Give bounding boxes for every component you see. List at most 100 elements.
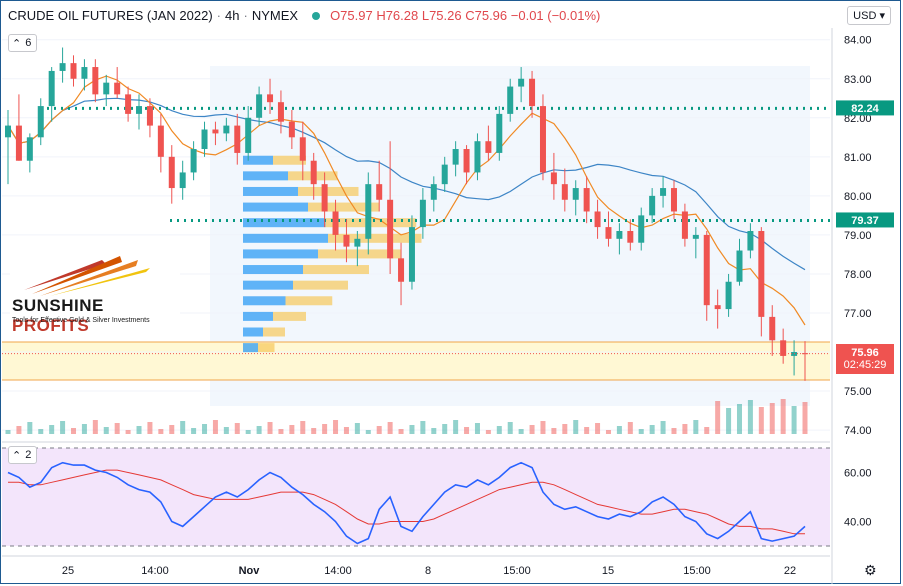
volume-bar bbox=[5, 430, 11, 434]
volume-profile-bar bbox=[298, 186, 359, 196]
moving-average-slow bbox=[7, 97, 806, 271]
volume-bar bbox=[136, 426, 142, 434]
interval-label[interactable]: 4h bbox=[225, 8, 240, 23]
candle-body bbox=[387, 199, 394, 259]
chevron-up-icon: ⌃ bbox=[12, 37, 22, 50]
rsi-line bbox=[7, 461, 806, 545]
level-tag-high-value: 82.24 bbox=[851, 102, 879, 115]
time-axis-label: Nov bbox=[239, 565, 261, 577]
volume-profile-bar bbox=[243, 218, 326, 228]
symbol-title[interactable]: CRUDE OIL FUTURES (JAN 2022) bbox=[8, 8, 213, 23]
volume-bar bbox=[671, 428, 677, 434]
volume-bar bbox=[584, 427, 590, 434]
candle-body bbox=[692, 234, 699, 239]
volume-profile-bar bbox=[263, 327, 285, 337]
volume-bar bbox=[660, 421, 666, 434]
candle-body bbox=[125, 94, 132, 114]
candle-body bbox=[485, 141, 492, 153]
volume-bar bbox=[540, 421, 546, 434]
volume-bar bbox=[474, 423, 480, 434]
exchange-label: NYMEX bbox=[251, 8, 299, 23]
volume-bar bbox=[38, 429, 44, 434]
volume-bar bbox=[649, 425, 655, 434]
level-tag-high-bg bbox=[836, 100, 894, 116]
volume-bar bbox=[267, 422, 273, 434]
volume-bar bbox=[322, 424, 328, 434]
candle-body bbox=[70, 63, 77, 79]
volume-bar bbox=[245, 430, 251, 434]
volume-bar bbox=[442, 424, 448, 434]
volume-bar bbox=[180, 421, 186, 434]
last-price-tag-bg bbox=[836, 344, 894, 374]
candle-body bbox=[376, 184, 383, 200]
candle-body bbox=[572, 188, 579, 200]
price-axis-label: 82.00 bbox=[844, 113, 872, 125]
candle-body bbox=[310, 160, 317, 185]
candle-body bbox=[419, 199, 426, 228]
candle-body bbox=[321, 184, 328, 212]
candle-body bbox=[529, 78, 536, 107]
candle-body bbox=[114, 82, 121, 95]
volume-bar bbox=[758, 407, 764, 434]
candle-body bbox=[660, 188, 667, 196]
candle-body bbox=[179, 172, 186, 189]
volume-bar bbox=[638, 429, 644, 434]
volume-bar bbox=[616, 426, 622, 434]
sub-indicators-toggle[interactable]: ⌃ 2 bbox=[8, 446, 38, 464]
chart-header: CRUDE OIL FUTURES (JAN 2022) · 4h · NYME… bbox=[8, 8, 600, 23]
candle-body bbox=[474, 141, 481, 173]
candle-body bbox=[168, 156, 175, 189]
brand-name-part-b: PROFITS bbox=[12, 316, 90, 335]
candle-body bbox=[780, 340, 787, 356]
candle-body bbox=[354, 238, 361, 247]
volume-bar bbox=[60, 421, 66, 434]
volume-bar bbox=[693, 420, 699, 434]
volume-profile-bar bbox=[243, 327, 263, 337]
volume-bar bbox=[409, 425, 415, 434]
candle-body bbox=[561, 184, 568, 200]
volume-bar bbox=[103, 427, 109, 434]
settings-gear-icon[interactable]: ⚙ bbox=[864, 563, 877, 579]
volume-profile-bar bbox=[243, 171, 288, 181]
volume-bar bbox=[780, 399, 786, 434]
rsi-axis-label: 40.00 bbox=[844, 517, 872, 529]
candle-body bbox=[518, 78, 525, 87]
candle-body bbox=[48, 70, 55, 107]
candle-body bbox=[146, 106, 153, 126]
candle-body bbox=[703, 234, 710, 306]
volume-bar bbox=[311, 428, 317, 434]
candle-body bbox=[583, 188, 590, 212]
time-axis-label: 22 bbox=[784, 565, 796, 577]
volume-bar bbox=[158, 429, 164, 434]
price-axis-label: 83.00 bbox=[844, 74, 872, 86]
main-indicators-count: 6 bbox=[25, 37, 32, 49]
volume-bar bbox=[769, 403, 775, 434]
volume-profile-bar bbox=[293, 280, 348, 290]
volume-bar bbox=[802, 402, 808, 434]
volume-profile-bar bbox=[273, 311, 306, 321]
level-tag-mid-value: 79.37 bbox=[851, 214, 879, 227]
volume-bar bbox=[518, 429, 524, 434]
main-indicators-toggle[interactable]: ⌃ 6 bbox=[8, 34, 38, 52]
candle-body bbox=[365, 184, 372, 239]
rsi-ma-line bbox=[8, 469, 805, 535]
sun-rays-icon bbox=[24, 256, 150, 296]
currency-select[interactable]: USD ▾ bbox=[847, 6, 891, 25]
volume-bar bbox=[551, 428, 557, 434]
time-axis-label: 15 bbox=[602, 565, 614, 577]
volume-profile-bar bbox=[258, 343, 275, 353]
moving-average-fast bbox=[7, 75, 806, 326]
volume-bar bbox=[562, 424, 568, 434]
candle-body bbox=[714, 305, 721, 310]
chevron-down-icon: ▾ bbox=[879, 10, 885, 22]
volume-bar bbox=[354, 423, 360, 434]
level-tag-mid: 79.37 bbox=[836, 213, 894, 228]
volume-bar bbox=[234, 423, 240, 434]
time-axis-label: 25 bbox=[62, 565, 74, 577]
candle-body bbox=[681, 211, 688, 239]
candle-body bbox=[649, 195, 656, 216]
volume-profile-bar bbox=[243, 343, 258, 353]
candle-body bbox=[332, 211, 339, 235]
candle-body bbox=[758, 231, 765, 317]
